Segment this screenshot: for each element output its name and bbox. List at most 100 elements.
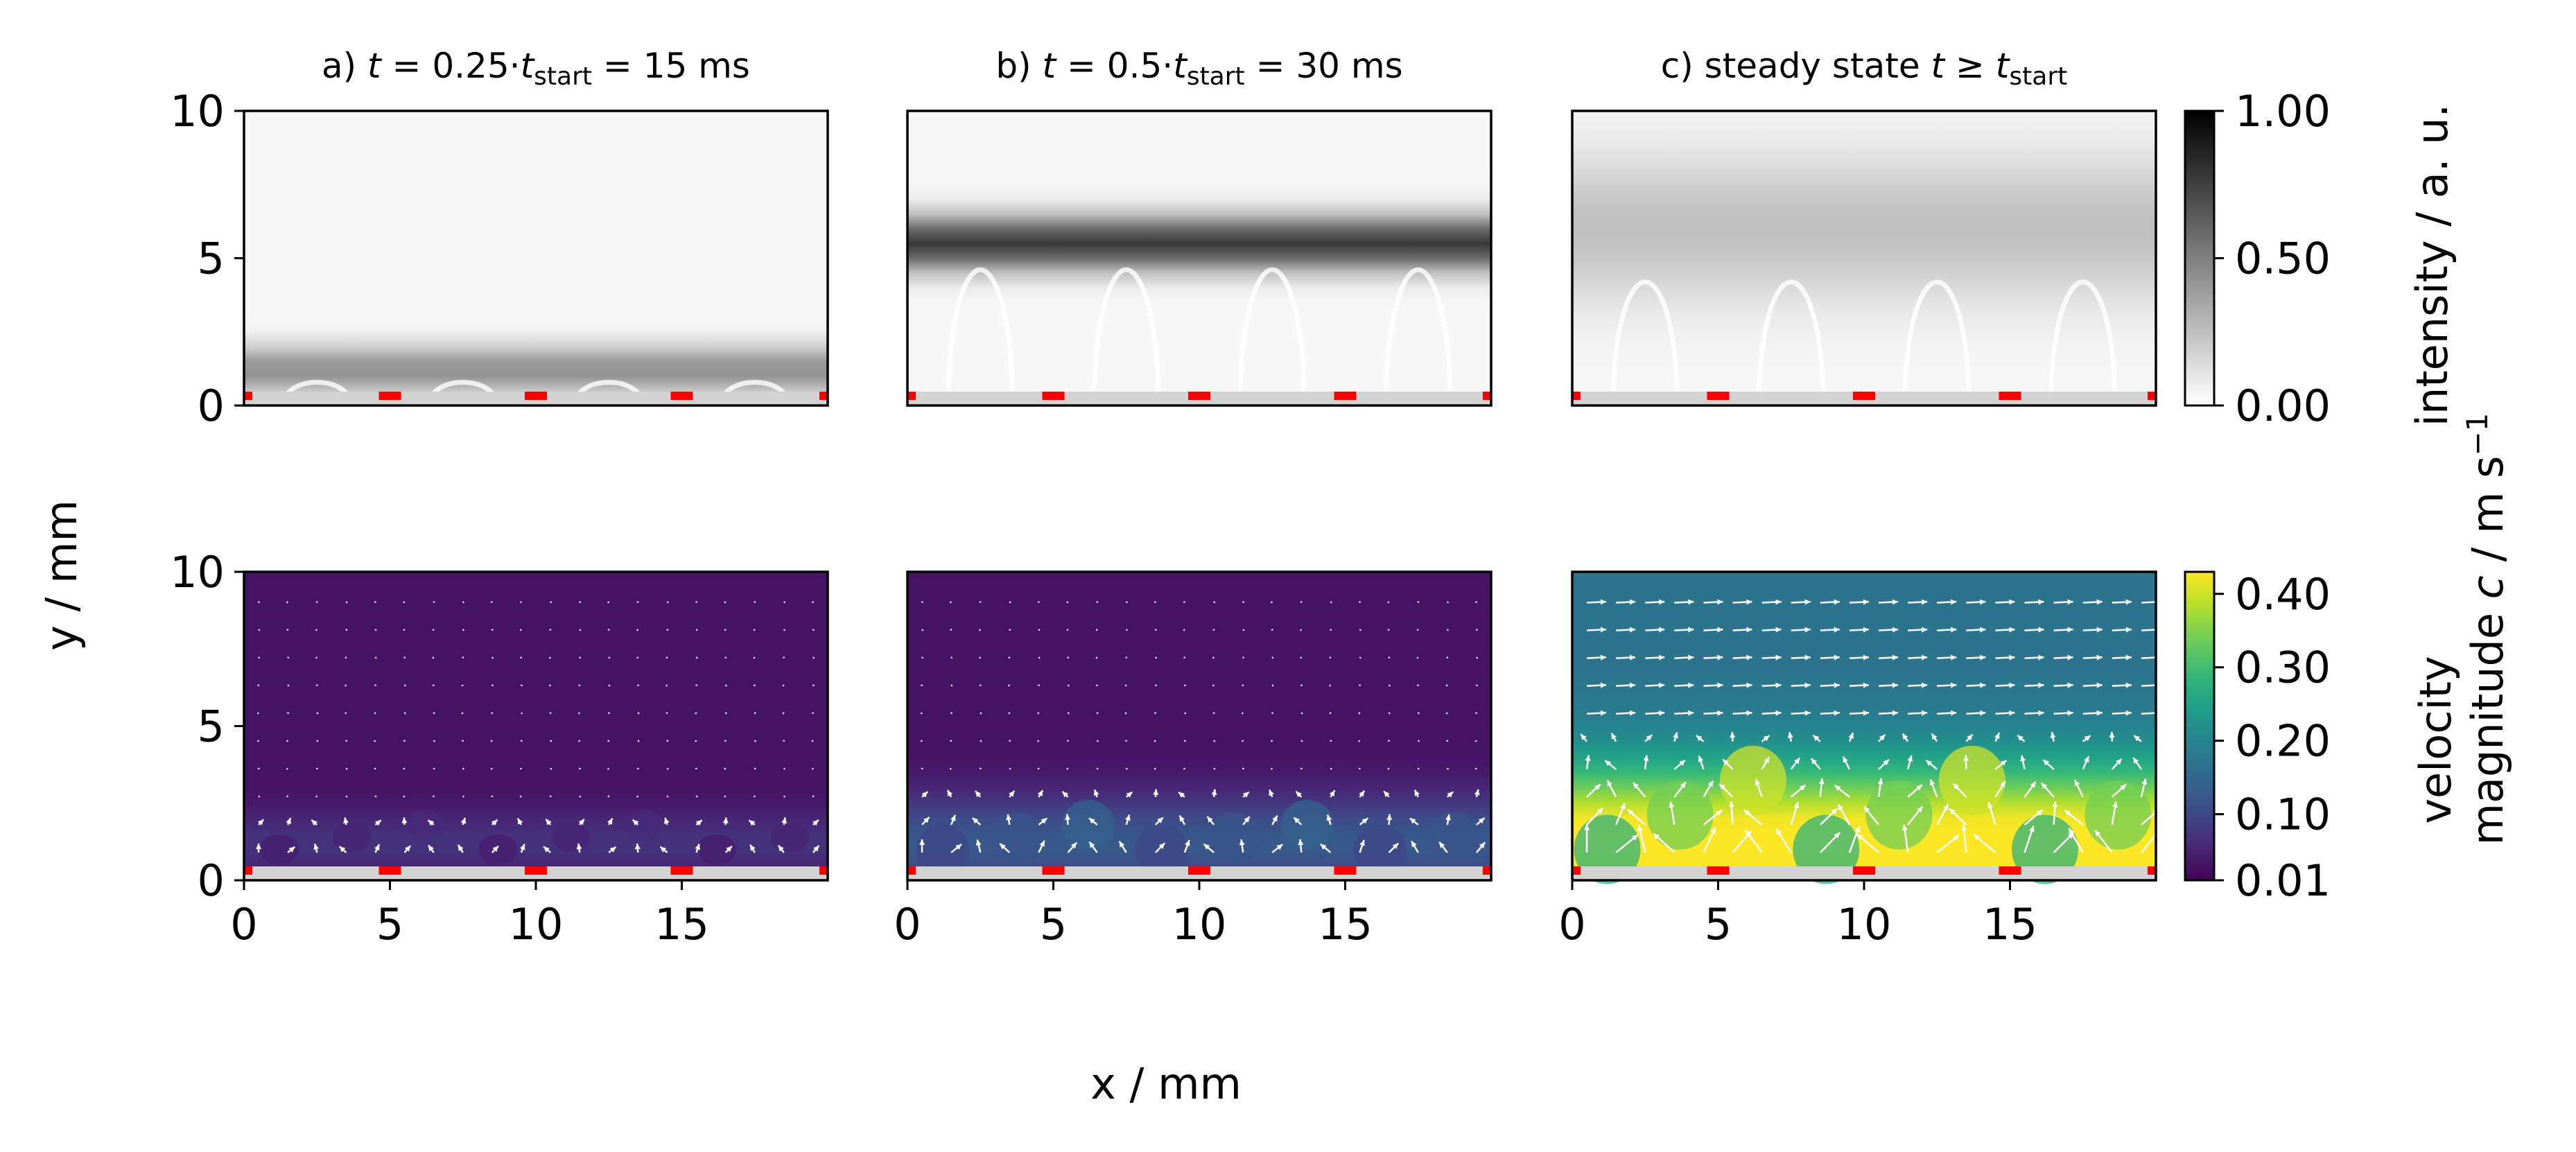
velocity-vector-head [1892, 654, 1899, 661]
electrode [670, 866, 693, 875]
velocity-vector [345, 629, 348, 631]
velocity-vector-head [2009, 710, 2015, 716]
velocity-vector-head [543, 846, 550, 853]
velocity-vector-head [1211, 789, 1217, 796]
velocity-vector [753, 629, 756, 631]
velocity-vector [1388, 684, 1391, 687]
velocity-vector [374, 629, 377, 631]
velocity-vector [1475, 712, 1478, 715]
velocity-vector-head [1359, 839, 1365, 846]
velocity-vector-head [1717, 627, 1723, 633]
velocity-vector-head [1892, 682, 1899, 688]
velocity-vector-head [1728, 801, 1734, 808]
velocity-panel-a [243, 570, 829, 882]
velocity-vector-head [1953, 835, 1959, 841]
velocity-vector-head [1916, 785, 1922, 791]
velocity-vector-head [1834, 710, 1840, 716]
velocity-vector [1213, 767, 1216, 770]
velocity-vector [665, 656, 668, 659]
velocity-vector-head [1392, 843, 1399, 849]
velocity-vector-head [1607, 780, 1612, 787]
colorbar-gradient [2184, 570, 2216, 882]
velocity-vector [578, 684, 581, 687]
velocity-vector-head [2038, 654, 2044, 661]
electrode [1188, 392, 1210, 400]
velocity-vector [950, 712, 953, 715]
velocity-vector-head [1006, 814, 1012, 821]
velocity-vector [1445, 684, 1448, 687]
velocity-vector [286, 795, 289, 798]
velocity-vector-head [1746, 627, 1752, 633]
panel-title-b: b) t = 0.5·tstart = 30 ms [995, 46, 1402, 91]
velocity-vector [811, 740, 814, 742]
y-tick-label: 0 [198, 855, 225, 906]
velocity-vector-head [1717, 599, 1723, 605]
velocity-vector-head [2084, 756, 2089, 763]
velocity-vector [403, 684, 406, 687]
velocity-vector [490, 601, 493, 604]
velocity-vector-head [1062, 791, 1069, 798]
velocity-vector-head [2036, 810, 2043, 816]
y-axis-label: y / mm [36, 500, 87, 651]
velocity-vector [1009, 740, 1011, 742]
velocity-vector [1330, 629, 1332, 631]
velocity-vector-head [1361, 818, 1368, 824]
velocity-vector-head [1384, 791, 1390, 798]
velocity-vector-head [1775, 627, 1782, 633]
velocity-vector-head [1879, 734, 1886, 741]
velocity-vector-head [2041, 783, 2048, 789]
velocity-vector-head [1093, 789, 1099, 796]
velocity-vector [550, 767, 552, 770]
velocity-vector-head [1269, 789, 1274, 796]
velocity-vector-head [2038, 710, 2044, 716]
electrode [670, 392, 693, 400]
velocity-vector-head [1629, 654, 1636, 661]
velocity-vector [491, 656, 494, 659]
velocity-vector-head [749, 820, 756, 826]
velocity-vector-head [1329, 790, 1335, 797]
velocity-vector [345, 740, 348, 742]
velocity-vector-head [2067, 682, 2073, 688]
velocity-vector-head [1863, 627, 1869, 633]
velocity-vector [950, 656, 953, 659]
velocity-vector-head [1892, 627, 1899, 633]
velocity-vector-head [1902, 733, 1908, 740]
velocity-vector-head [1811, 758, 1817, 765]
colorbar-tick-label: 0.20 [2235, 716, 2331, 767]
velocity-vector [1037, 740, 1040, 742]
x-tick-label: 10 [1837, 899, 1892, 950]
electrode [907, 866, 916, 875]
velocity-vector [812, 684, 815, 687]
velocity-vector-head [1294, 817, 1300, 823]
velocity-vector-head [1669, 801, 1675, 808]
velocity-vector-head [1600, 682, 1607, 688]
velocity-vector-head [1039, 840, 1045, 847]
velocity-vector [1037, 767, 1040, 770]
velocity-vector-head [1326, 814, 1332, 821]
velocity-vector-head [1863, 806, 1870, 813]
velocity-vector-head [1298, 839, 1304, 846]
velocity-vector-head [695, 844, 700, 850]
velocity-vector-head [2125, 654, 2132, 661]
velocity-vector-head [2038, 682, 2044, 688]
velocity-vector [315, 656, 318, 659]
velocity-vector-head [1921, 627, 1928, 633]
velocity-vector-head [1843, 756, 1848, 763]
velocity-vector-head [972, 817, 979, 824]
velocity-vector-head [1276, 844, 1283, 850]
velocity-vector-head [1717, 710, 1723, 716]
velocity-vector-head [2052, 801, 2058, 808]
velocity-vector-head [311, 819, 317, 826]
velocity-vector-head [1126, 792, 1133, 798]
velocity-vector-head [288, 846, 295, 853]
velocity-vector [753, 795, 756, 798]
velocity-vector-head [1746, 682, 1752, 688]
electrode [2148, 392, 2156, 400]
velocity-vector [550, 601, 552, 604]
velocity-vector [1154, 601, 1156, 604]
velocity-vector-head [1153, 789, 1159, 795]
velocity-vector-head [1775, 682, 1782, 688]
velocity-vector-head [1629, 710, 1636, 716]
velocity-vector-head [1679, 760, 1685, 766]
velocity-vector-head [1653, 833, 1660, 840]
